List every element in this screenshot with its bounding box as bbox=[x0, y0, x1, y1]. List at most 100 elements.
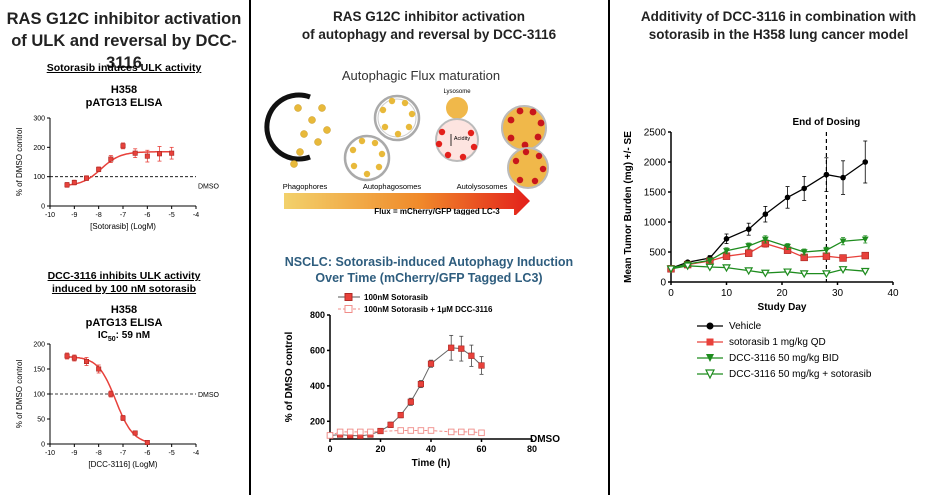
legend-row-sotorasib: 100nM Sotorasib bbox=[338, 291, 492, 303]
x-tick-label: -7 bbox=[120, 212, 126, 219]
series-line-1 bbox=[670, 242, 866, 270]
sotorasib-point bbox=[458, 345, 465, 352]
y-tick-label: 1000 bbox=[644, 218, 667, 229]
dmso-label: DMSO bbox=[198, 184, 220, 191]
legend-row-combo: 100nM Sotorasib + 1µM DCC-3116 bbox=[338, 303, 492, 315]
data-point bbox=[157, 151, 163, 157]
x-tick-label: 40 bbox=[426, 444, 436, 454]
right-title-line2: sotorasib in the H358 lung cancer model bbox=[648, 27, 909, 42]
x-tick-label: -10 bbox=[45, 212, 55, 219]
y-axis-label: Mean Tumor Burden (mg) +/- SE bbox=[623, 131, 634, 283]
legend-label-sotorasib-qd: sotorasib 1 mg/kg QD bbox=[729, 336, 826, 348]
flux-arrow bbox=[284, 185, 530, 215]
x-tick-label: -5 bbox=[169, 450, 175, 457]
dcc3116-dose-response-chart: -10 -9 -8 -7 -6 -5 -4 0 50 100 150 200 [DCC-3116] (L… bbox=[15, 341, 220, 469]
series-point-1 bbox=[861, 251, 869, 260]
end-of-dosing-label: End of Dosing bbox=[793, 117, 861, 128]
ic50-label: IC50: 59 nM bbox=[0, 330, 248, 343]
phagophore-dots bbox=[290, 104, 331, 168]
left-sub2-line2: induced by 100 nM sotorasib bbox=[51, 283, 197, 295]
combo-point bbox=[346, 428, 354, 436]
x-tick-label: -5 bbox=[169, 212, 175, 219]
series-point-3 bbox=[683, 262, 693, 271]
left-sub2: DCC-3116 inhibits ULK activity induced b… bbox=[0, 270, 248, 296]
combo-point bbox=[397, 427, 404, 434]
legend-row-dcc-bid: DCC-3116 50 mg/kg BID bbox=[697, 350, 871, 366]
sotorasib-point bbox=[448, 344, 455, 351]
y-axis-label: % of DMSO control bbox=[15, 128, 24, 197]
combo-point bbox=[427, 427, 435, 434]
series-point-0 bbox=[840, 174, 846, 181]
dmso-label: DMSO bbox=[198, 392, 220, 399]
x-axis-label: Study Day bbox=[758, 302, 807, 312]
data-point bbox=[120, 415, 126, 421]
combo-point bbox=[478, 429, 485, 437]
series-point-2 bbox=[706, 257, 714, 264]
middle-chart-title-line1: NSCLC: Sotorasib-induced Autophagy Induc… bbox=[284, 255, 574, 269]
fusing-autolysosome: Acidity bbox=[435, 118, 479, 162]
ic50-sub: 50 bbox=[107, 336, 116, 343]
legend-label-sotorasib: 100nM Sotorasib bbox=[364, 292, 429, 302]
data-point bbox=[96, 166, 102, 172]
sotorasib-point bbox=[417, 380, 425, 388]
y-tick-label: 0 bbox=[41, 441, 45, 448]
series-point-2 bbox=[784, 243, 791, 250]
series-point-0 bbox=[723, 236, 730, 242]
series-point-3 bbox=[722, 264, 731, 273]
right-panel: Additivity of DCC-3116 in combination wi… bbox=[611, 0, 946, 495]
series-point-3 bbox=[821, 270, 831, 279]
series-point-3 bbox=[799, 270, 809, 279]
left-title-line1: RAS G12C inhibitor activation bbox=[6, 10, 242, 28]
legend-marker-vehicle bbox=[697, 322, 723, 330]
flux-label: Flux = mCherry/GFP tagged LC-3 bbox=[374, 207, 500, 215]
series-point-1 bbox=[745, 249, 753, 257]
right-title: Additivity of DCC-3116 in combination wi… bbox=[611, 8, 946, 44]
legend-row-sotorasib-qd: sotorasib 1 mg/kg QD bbox=[697, 334, 871, 350]
x-tick-label: -4 bbox=[193, 212, 199, 219]
legend-marker-sotorasib-qd bbox=[697, 338, 723, 346]
left-cap2-line2: pATG13 ELISA bbox=[85, 317, 163, 329]
left-sub1: Sotorasib induces ULK activity bbox=[46, 62, 202, 74]
left-cap1-line2: pATG13 ELISA bbox=[85, 97, 163, 109]
middle-title: RAS G12C inhibitor activation of autopha… bbox=[252, 8, 606, 44]
data-point bbox=[169, 150, 175, 156]
legend-marker-dcc-bid bbox=[697, 354, 723, 362]
x-tick-label: 0 bbox=[327, 444, 332, 454]
legend-marker-sotorasib bbox=[338, 293, 360, 301]
combo-point bbox=[367, 428, 374, 436]
data-point bbox=[132, 150, 138, 156]
x-tick-label: -10 bbox=[45, 450, 55, 457]
legend-row-vehicle: Vehicle bbox=[697, 318, 871, 334]
phagophore-shape bbox=[264, 92, 311, 162]
y-tick-label: 1500 bbox=[644, 188, 667, 199]
y-tick-label: 400 bbox=[310, 381, 325, 391]
series-point-0 bbox=[801, 185, 807, 192]
y-tick-label: 0 bbox=[660, 278, 666, 289]
x-tick-label: -6 bbox=[144, 212, 150, 219]
right-title-line1: Additivity of DCC-3116 in combination wi… bbox=[640, 9, 917, 24]
sotorasib-point bbox=[397, 411, 404, 419]
x-tick-label: 10 bbox=[721, 288, 733, 299]
x-axis-label: [DCC-3116] (LogM) bbox=[88, 460, 158, 469]
y-tick-label: 200 bbox=[33, 145, 45, 152]
combo-point bbox=[447, 428, 455, 436]
series-point-2 bbox=[745, 243, 753, 250]
series-line-0 bbox=[670, 161, 866, 269]
series-point-3 bbox=[860, 267, 870, 276]
y-axis-label: % of DMSO control bbox=[15, 360, 24, 429]
x-tick-label: -9 bbox=[71, 450, 77, 457]
combo-point bbox=[468, 428, 475, 436]
data-point bbox=[144, 440, 150, 446]
autophagic-flux-schematic: Autophagic Flux maturation Lysosome Acid… bbox=[264, 68, 549, 215]
x-axis-label: [Sotorasib] (LogM) bbox=[90, 222, 156, 231]
autolysosome-1 bbox=[501, 105, 547, 151]
middle-title-line2: of autophagy and reversal by DCC-3116 bbox=[301, 27, 557, 42]
x-tick-label: -8 bbox=[96, 212, 102, 219]
legend-marker-combo bbox=[338, 305, 360, 313]
autolysosome-2 bbox=[507, 147, 549, 189]
y-tick-label: 50 bbox=[37, 416, 45, 423]
data-point bbox=[96, 366, 102, 372]
data-point bbox=[132, 430, 138, 436]
series-point-3 bbox=[838, 266, 848, 275]
data-point bbox=[108, 156, 114, 162]
